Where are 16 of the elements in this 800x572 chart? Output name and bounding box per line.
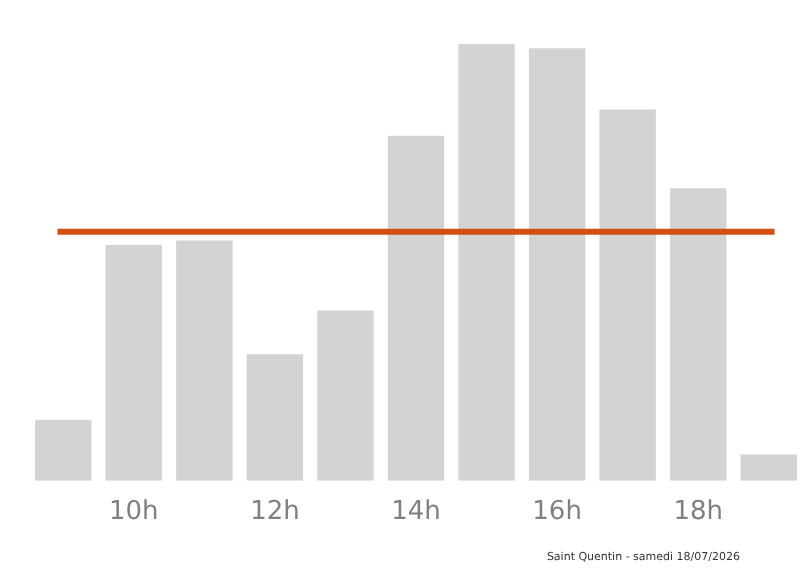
x-tick-label: 10h: [109, 497, 159, 528]
bar: [740, 454, 797, 481]
bar: [105, 244, 163, 481]
bar: [317, 310, 374, 481]
x-tick-label: 12h: [250, 497, 300, 528]
bar: [669, 188, 727, 481]
x-tick-label: 14h: [391, 497, 441, 528]
bar: [387, 135, 445, 481]
bar: [599, 109, 656, 481]
bar: [458, 44, 515, 481]
bar: [176, 240, 233, 481]
bar: [528, 48, 586, 481]
bar: [246, 354, 304, 481]
x-tick-label: 18h: [673, 497, 723, 528]
x-tick-label: 16h: [532, 497, 582, 528]
bar: [35, 419, 92, 481]
